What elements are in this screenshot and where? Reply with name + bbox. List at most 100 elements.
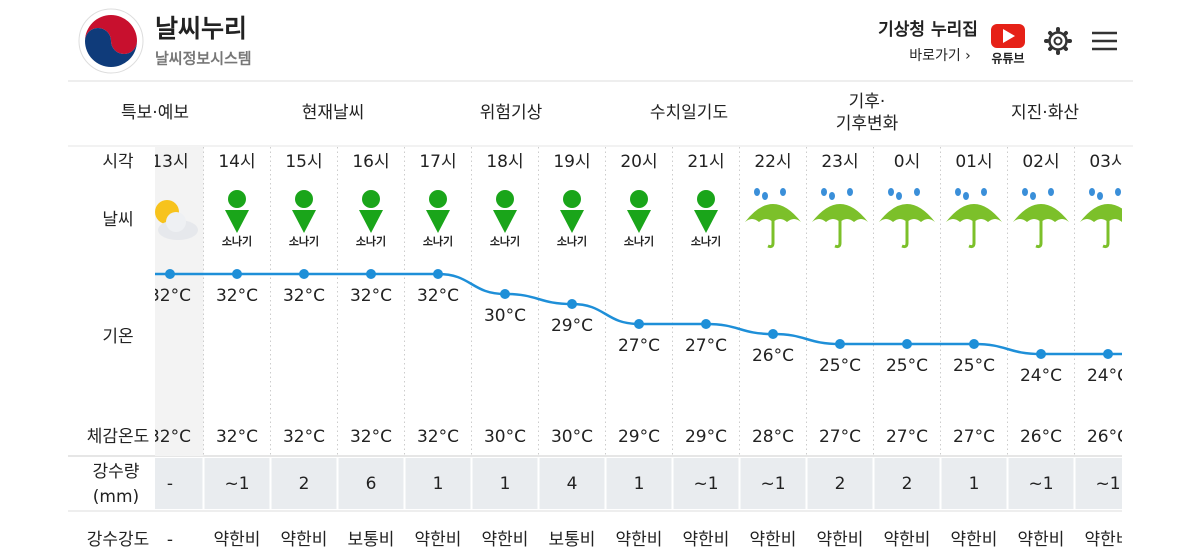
weather-icon bbox=[627, 190, 651, 233]
temperature-point bbox=[500, 289, 510, 299]
icon-part bbox=[563, 190, 581, 208]
weather-icon bbox=[426, 190, 450, 233]
time: 20시 bbox=[620, 152, 657, 172]
kma-link[interactable]: 기상청 누리집 bbox=[878, 19, 978, 40]
nav-item[interactable]: 수치일기도 bbox=[650, 103, 728, 123]
feels-like: 32°C bbox=[216, 427, 258, 447]
nav-item[interactable]: 기후· bbox=[849, 92, 886, 112]
row-label: 강수강도 bbox=[87, 530, 150, 550]
icon-part bbox=[292, 210, 316, 233]
logo[interactable] bbox=[78, 8, 144, 74]
weather-label: 소나기 bbox=[222, 234, 252, 248]
nav-item[interactable]: 현재날씨 bbox=[302, 103, 365, 123]
icon-part bbox=[1048, 188, 1054, 196]
time: 0시 bbox=[894, 152, 920, 172]
precip-cell bbox=[271, 458, 337, 509]
youtube-label[interactable]: 유튜브 bbox=[991, 52, 1024, 66]
feels-like: 32°C bbox=[149, 427, 191, 447]
precipitation: 4 bbox=[567, 474, 578, 494]
intensity: 약한비 bbox=[951, 530, 998, 550]
temperature-label: 25°C bbox=[819, 356, 861, 376]
time: 16시 bbox=[352, 152, 389, 172]
weather-icon bbox=[493, 190, 517, 233]
icon-part bbox=[821, 188, 827, 196]
precip-cell bbox=[740, 458, 806, 509]
icon-part bbox=[914, 188, 920, 196]
weather-icon bbox=[1080, 188, 1122, 249]
weather-icon bbox=[812, 188, 868, 249]
icon-part bbox=[429, 190, 447, 208]
intensity: - bbox=[167, 530, 173, 550]
precipitation: 2 bbox=[299, 474, 310, 494]
icon-part bbox=[1022, 188, 1028, 196]
youtube-icon[interactable] bbox=[991, 24, 1025, 48]
temperature-label: 25°C bbox=[886, 356, 928, 376]
intensity: 약한비 bbox=[281, 530, 328, 550]
icon-part bbox=[754, 188, 760, 196]
weather-label: 소나기 bbox=[423, 234, 453, 248]
menu-icon[interactable] bbox=[1092, 31, 1117, 51]
temperature-point bbox=[433, 269, 443, 279]
nav-item[interactable]: 기후변화 bbox=[836, 114, 899, 134]
time: 17시 bbox=[419, 152, 456, 172]
feels-like: 32°C bbox=[350, 427, 392, 447]
icon-part bbox=[496, 190, 514, 208]
temperature-label: 32°C bbox=[216, 286, 258, 306]
site-title[interactable]: 날씨누리 bbox=[155, 14, 247, 43]
precip-cell bbox=[1075, 458, 1122, 509]
icon-part bbox=[767, 220, 775, 249]
temperature-point bbox=[969, 339, 979, 349]
precipitation: 6 bbox=[366, 474, 377, 494]
temperature-point bbox=[768, 329, 778, 339]
weather-icon bbox=[359, 190, 383, 233]
precip-cell bbox=[941, 458, 1007, 509]
temperature-point bbox=[1103, 349, 1113, 359]
precipitation: ~1 bbox=[693, 474, 718, 494]
temperature-label: 24°C bbox=[1087, 366, 1129, 386]
time: 14시 bbox=[218, 152, 255, 172]
weather-label: 소나기 bbox=[490, 234, 520, 248]
icon-part bbox=[1030, 192, 1036, 200]
precip-cell bbox=[405, 458, 471, 509]
feels-like: 30°C bbox=[484, 427, 526, 447]
settings-icon[interactable] bbox=[1044, 27, 1072, 55]
precipitation: 2 bbox=[902, 474, 913, 494]
intensity: 약한비 bbox=[750, 530, 797, 550]
weather-icon bbox=[879, 188, 935, 249]
precipitation: 2 bbox=[835, 474, 846, 494]
icon-part bbox=[946, 204, 1002, 222]
icon-part bbox=[1115, 188, 1121, 196]
time: 22시 bbox=[754, 152, 791, 172]
weather-icon bbox=[745, 188, 801, 249]
intensity: 약한비 bbox=[1018, 530, 1065, 550]
icon-part bbox=[1035, 220, 1043, 249]
precipitation: 1 bbox=[433, 474, 444, 494]
weather-label: 소나기 bbox=[624, 234, 654, 248]
temperature-point bbox=[701, 319, 711, 329]
precip-cell bbox=[1008, 458, 1074, 509]
weather-label: 소나기 bbox=[356, 234, 386, 248]
icon-part bbox=[630, 190, 648, 208]
nav-item[interactable]: 특보·예보 bbox=[121, 103, 189, 123]
time: 01시 bbox=[955, 152, 992, 172]
icon-part bbox=[1080, 204, 1122, 222]
weather-label: 소나기 bbox=[557, 234, 587, 248]
nav-item[interactable]: 위험기상 bbox=[480, 103, 543, 123]
intensity: 약한비 bbox=[415, 530, 462, 550]
temperature-label: 32°C bbox=[283, 286, 325, 306]
kma-link-sub[interactable]: 바로가기 › bbox=[909, 48, 971, 64]
time: 15시 bbox=[285, 152, 322, 172]
intensity: 약한비 bbox=[884, 530, 931, 550]
temperature-point bbox=[1036, 349, 1046, 359]
nav-item[interactable]: 지진·화산 bbox=[1011, 103, 1079, 123]
icon-part bbox=[963, 192, 969, 200]
temperature-label: 27°C bbox=[618, 336, 660, 356]
icon-part bbox=[560, 210, 584, 233]
time: 03시 bbox=[1089, 152, 1126, 172]
feels-like: 30°C bbox=[551, 427, 593, 447]
row-label: 강수량 bbox=[93, 462, 140, 482]
row-label: 체감온도 bbox=[87, 427, 150, 447]
icon-part bbox=[295, 190, 313, 208]
icon-part bbox=[968, 220, 976, 249]
